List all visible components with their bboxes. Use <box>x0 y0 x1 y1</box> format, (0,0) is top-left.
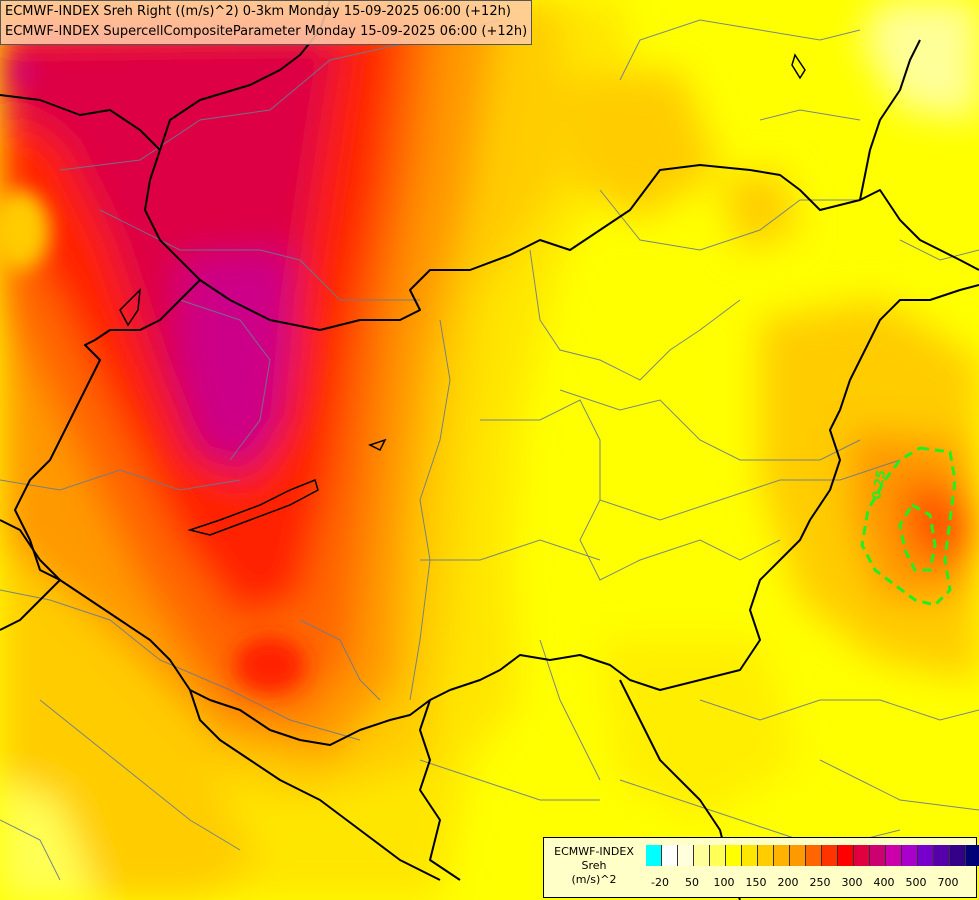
legend-swatch <box>902 845 918 866</box>
legend-swatch <box>854 845 870 866</box>
lake-neusiedl <box>119 287 141 327</box>
legend-label: -20 <box>651 876 669 889</box>
legend-label: 50 <box>685 876 699 889</box>
legend-label: 250 <box>809 876 831 889</box>
legend-swatch <box>790 845 806 866</box>
legend-label: 200 <box>777 876 799 889</box>
legend-swatch <box>758 845 774 866</box>
legend-title: ECMWF-INDEX Sreh (m/s)^2 <box>546 845 642 887</box>
legend-label: 700 <box>937 876 959 889</box>
legend-swatch <box>870 845 886 866</box>
scp-contour-label: 0.25 <box>869 469 888 501</box>
legend-swatch <box>822 845 838 866</box>
legend-swatch <box>694 845 710 866</box>
legend-label: 400 <box>873 876 895 889</box>
legend-swatch <box>934 845 950 866</box>
scp-contour <box>860 446 957 607</box>
scp-contour-outer <box>860 446 957 607</box>
legend-labels: -20 50 100 150 200 250 300 400 500 700 <box>646 876 976 890</box>
legend-swatch <box>774 845 790 866</box>
legend-unit: (m/s)^2 <box>571 873 617 886</box>
legend-param: Sreh <box>581 859 607 872</box>
legend-swatch <box>726 845 742 866</box>
legend-label: 300 <box>841 876 863 889</box>
color-legend: ECMWF-INDEX Sreh (m/s)^2 -20 50 100 150 200 2… <box>543 837 979 898</box>
legend-swatch <box>966 845 979 866</box>
map-title-box: ECMWF-INDEX Sreh Right ((m/s)^2) 0-3km M… <box>0 0 533 45</box>
lake-small <box>368 438 387 452</box>
legend-label: 150 <box>745 876 767 889</box>
legend-swatch <box>742 845 758 866</box>
lake-balaton <box>187 478 319 536</box>
legend-swatch <box>678 845 694 866</box>
title-line-sreh: ECMWF-INDEX Sreh Right ((m/s)^2) 0-3km M… <box>5 4 511 19</box>
legend-source: ECMWF-INDEX <box>554 845 634 858</box>
legend-swatch <box>950 845 966 866</box>
legend-label: 500 <box>905 876 927 889</box>
legend-colorbar <box>646 845 979 866</box>
legend-swatch <box>838 845 854 866</box>
legend-swatch <box>886 845 902 866</box>
lake-north <box>791 53 806 80</box>
legend-swatch <box>646 845 662 866</box>
legend-swatch <box>662 845 678 866</box>
legend-swatch <box>918 845 934 866</box>
lakes <box>119 53 806 536</box>
legend-label: 100 <box>713 876 735 889</box>
legend-swatch <box>710 845 726 866</box>
title-line-scp: ECMWF-INDEX SupercellCompositeParameter … <box>5 24 528 39</box>
legend-swatch <box>806 845 822 866</box>
sreh-hotspots <box>0 62 305 693</box>
scp-contour-inner <box>898 502 937 572</box>
